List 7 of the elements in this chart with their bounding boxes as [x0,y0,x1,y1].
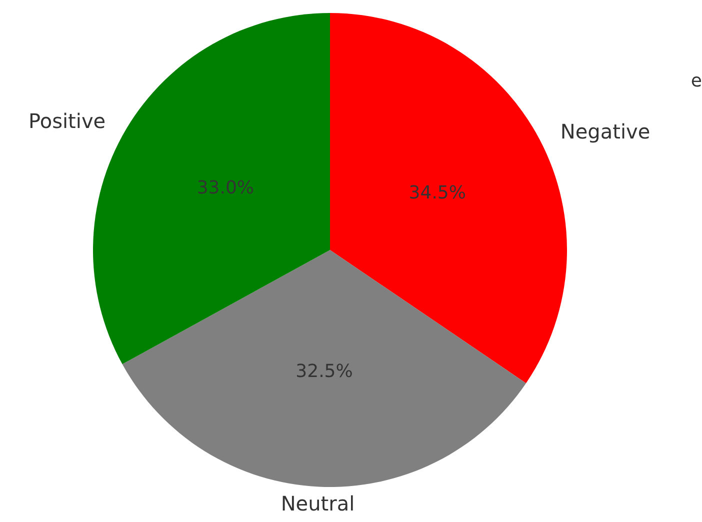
text: e [690,70,702,92]
data-label: 34.5% [408,182,466,204]
slice-label: Neutral [280,491,355,516]
slice-label: Negative [560,119,650,144]
data-label: 33.0% [196,178,254,199]
data-label: 32.5% [296,360,353,382]
slice-label: Positive [28,108,106,133]
